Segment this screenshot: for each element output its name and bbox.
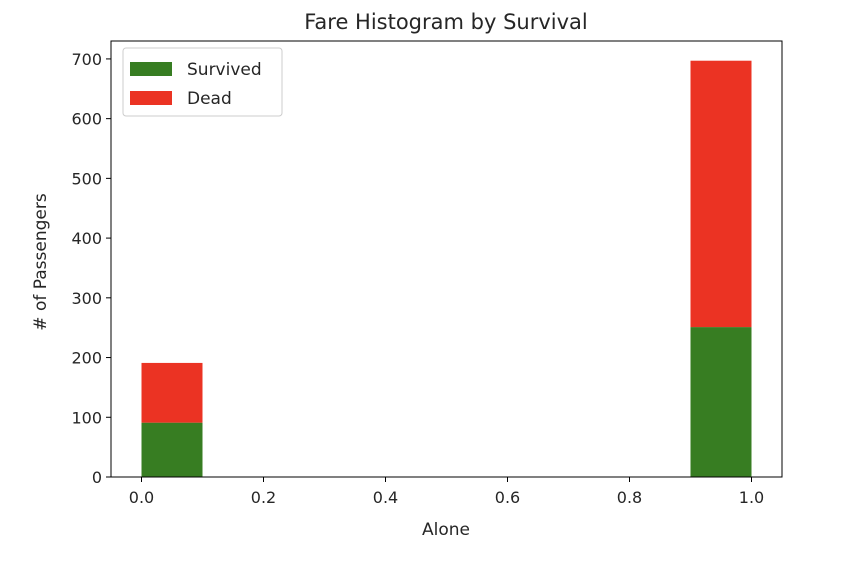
bar-dead-bin-0	[141, 362, 203, 423]
x-axis-label: Alone	[422, 520, 470, 540]
x-tick-label: 0.8	[617, 488, 642, 507]
y-tick-label: 100	[71, 408, 102, 427]
bars-layer	[141, 60, 752, 477]
legend-swatch-survived	[130, 62, 172, 76]
chart-title: Fare Histogram by Survival	[304, 10, 588, 34]
x-tick-label: 1.0	[739, 488, 764, 507]
y-tick-label: 400	[71, 229, 102, 248]
y-axis-label: # of Passengers	[31, 193, 51, 331]
bar-survived-bin-0	[141, 422, 203, 477]
x-axis: 0.0 0.2 0.4 0.6 0.8 1.0	[129, 477, 764, 507]
bar-survived-bin-1	[690, 327, 752, 477]
x-tick-label: 0.2	[251, 488, 276, 507]
y-tick-label: 200	[71, 349, 102, 368]
y-tick-label: 700	[71, 50, 102, 69]
x-tick-label: 0.4	[373, 488, 398, 507]
x-tick-label: 0.6	[495, 488, 520, 507]
legend-label-dead: Dead	[187, 89, 232, 109]
y-tick-label: 600	[71, 110, 102, 129]
legend-swatch-dead	[130, 91, 172, 105]
y-axis: 0 100 200 300 400 500 600 700	[71, 50, 111, 487]
y-tick-label: 500	[71, 169, 102, 188]
y-tick-label: 0	[92, 468, 102, 487]
x-tick-label: 0.0	[129, 488, 154, 507]
legend: Survived Dead	[122, 47, 283, 117]
y-tick-label: 300	[71, 289, 102, 308]
legend-label-survived: Survived	[187, 60, 262, 80]
bar-dead-bin-1	[690, 60, 752, 328]
plot-area-frame	[110, 40, 783, 478]
